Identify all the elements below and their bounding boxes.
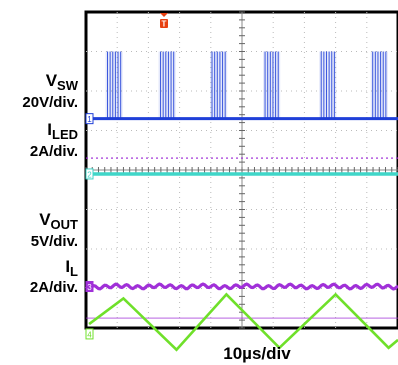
- channel-marker-2: [85, 168, 94, 180]
- channel-1-scale: 20V/div.: [22, 94, 78, 111]
- channel-marker-number: 4: [87, 330, 92, 339]
- channel-markers: 1 2 3 4 T: [85, 13, 168, 340]
- vsw-burst-fill: [158, 51, 176, 119]
- vsw-burst-fill: [210, 51, 228, 119]
- channel-1-name: VSW: [46, 71, 79, 93]
- reference-lines: [86, 157, 398, 319]
- trigger-label: T: [162, 20, 167, 29]
- vsw-burst-fill: [370, 51, 388, 119]
- channel-marker-1: [85, 113, 94, 125]
- trigger-marker: [160, 19, 168, 28]
- channel-marker-3: [85, 281, 94, 293]
- x-axis-label: 10µs/div: [223, 344, 291, 363]
- channel-marker-4: [85, 328, 94, 340]
- channel-4-name: IL: [65, 257, 78, 279]
- vout-trace: [84, 282, 398, 291]
- scope-grid: [84, 10, 398, 330]
- trigger-arrow-icon: [160, 13, 168, 17]
- channel-labels: VSW20V/div.ILED2A/div.VOUT5V/div.IL2A/di…: [22, 71, 78, 296]
- il-trace: [88, 292, 398, 352]
- vsw-burst-fill: [105, 51, 123, 119]
- channel-3-scale: 5V/div.: [31, 233, 78, 250]
- channel-2-scale: 2A/div.: [30, 143, 78, 160]
- trace-layer: [84, 51, 398, 352]
- channel-4-scale: 2A/div.: [30, 279, 78, 296]
- vsw-burst-fill: [319, 51, 337, 119]
- channel-2-name: ILED: [47, 120, 78, 142]
- vsw-burst-fill: [263, 51, 281, 119]
- channel-marker-number: 3: [87, 283, 92, 292]
- channel-marker-number: 2: [87, 170, 92, 179]
- channel-marker-number: 1: [87, 115, 92, 124]
- channel-3-name: VOUT: [39, 210, 78, 232]
